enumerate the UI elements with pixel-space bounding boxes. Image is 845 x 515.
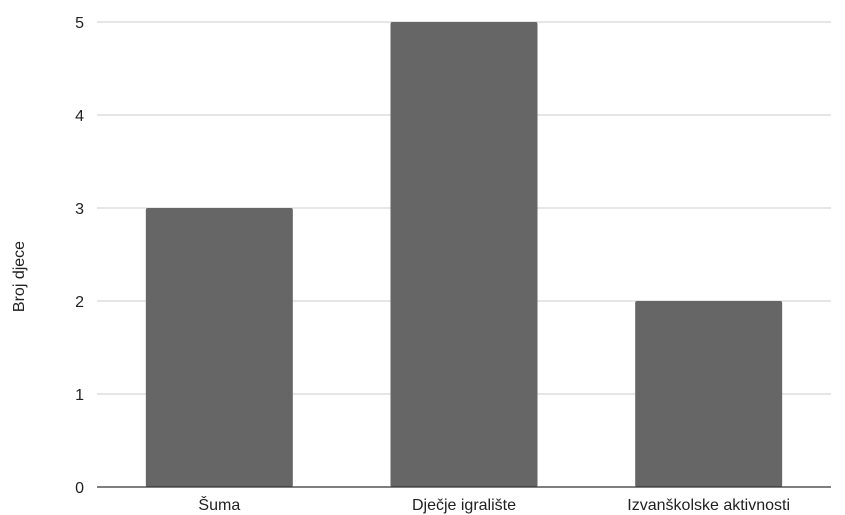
y-tick-label: 0 [75,480,84,497]
y-tick-label: 1 [75,387,84,404]
bar [145,208,293,487]
y-tick-label: 2 [75,294,84,311]
bar [390,22,538,487]
y-tick-label: 5 [75,15,84,32]
x-tick-label: Izvanškolske aktivnosti [627,497,790,514]
x-tick-label: Dječje igralište [412,497,516,514]
y-tick-label: 4 [75,108,84,125]
y-tick-label: 3 [75,201,84,218]
x-axis-tick-labels: Šuma Dječje igralište Izvanškolske aktivno… [198,495,790,514]
bars [145,22,783,487]
bar [635,301,783,487]
x-tick-label: Šuma [198,495,240,514]
y-axis-tick-labels: 0 1 2 3 4 5 [75,15,84,497]
y-axis-title: Broj djece [11,241,28,312]
